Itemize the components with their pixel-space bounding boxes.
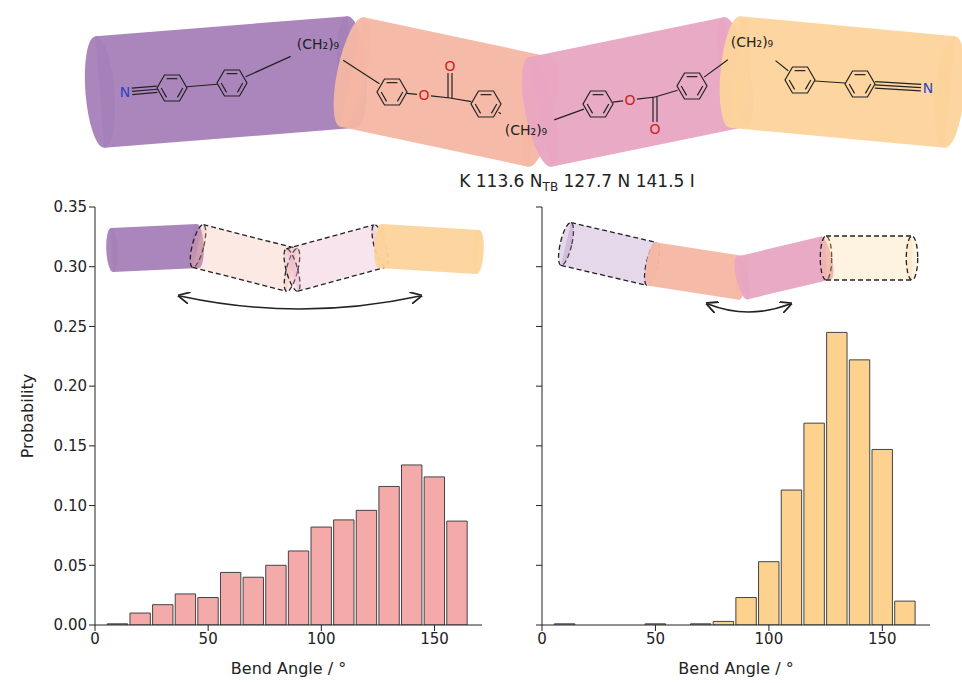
svg-text:O: O (444, 58, 455, 74)
svg-text:0.05: 0.05 (54, 557, 87, 575)
svg-text:0: 0 (90, 630, 100, 648)
svg-text:N: N (120, 84, 130, 100)
svg-text:0.15: 0.15 (54, 437, 87, 455)
svg-text:0.30: 0.30 (54, 258, 87, 276)
svg-text:(CH₂)₉: (CH₂)₉ (297, 36, 340, 52)
svg-text:(CH₂)₉: (CH₂)₉ (731, 34, 774, 50)
svg-text:O: O (624, 92, 635, 108)
svg-text:Bend Angle / °: Bend Angle / ° (231, 659, 346, 678)
svg-text:150: 150 (420, 630, 449, 648)
svg-text:0.35: 0.35 (54, 198, 87, 216)
svg-text:50: 50 (646, 630, 665, 648)
svg-text:100: 100 (755, 630, 784, 648)
svg-text:0.25: 0.25 (54, 318, 87, 336)
svg-text:100: 100 (307, 630, 336, 648)
svg-text:0.00: 0.00 (54, 616, 87, 634)
svg-text:O: O (649, 121, 660, 137)
svg-text:Probability: Probability (18, 374, 37, 459)
svg-text:0.10: 0.10 (54, 497, 87, 515)
svg-text:O: O (418, 87, 429, 103)
svg-text:N: N (923, 80, 933, 96)
svg-text:0: 0 (537, 630, 547, 648)
html-text:K 113.6 NTB127.7 N 141.5 I: K 113.6 NTB127.7 N 141.5 I (459, 171, 695, 195)
svg-text:150: 150 (868, 630, 897, 648)
svg-text:(CH₂)₉: (CH₂)₉ (505, 122, 548, 138)
svg-text:50: 50 (199, 630, 218, 648)
svg-text:0.20: 0.20 (54, 377, 87, 395)
svg-text:Bend Angle / °: Bend Angle / ° (678, 659, 793, 678)
